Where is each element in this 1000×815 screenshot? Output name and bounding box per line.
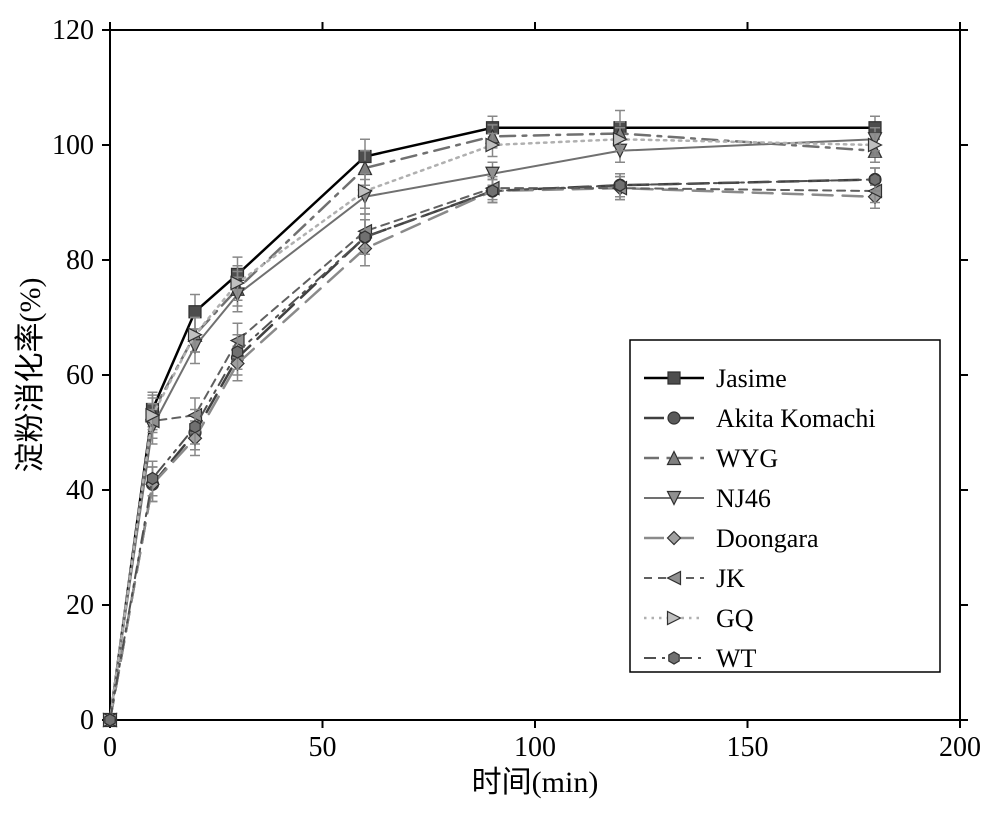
y-tick-label: 120	[52, 15, 94, 46]
x-tick-label: 100	[514, 732, 556, 763]
x-axis-label: 时间(min)	[472, 766, 599, 799]
y-axis-label: 淀粉消化率(%)	[14, 278, 47, 473]
y-tick-label: 100	[52, 130, 94, 161]
legend-label: NJ46	[716, 484, 771, 513]
legend: Jasime Akita Komachi WYG NJ46 Doongara JK GQ WT	[630, 340, 940, 673]
y-tick-label: 60	[66, 360, 94, 391]
legend-label: GQ	[716, 604, 754, 633]
x-tick-label: 200	[939, 732, 981, 763]
legend-label: Doongara	[716, 524, 819, 553]
chart-container: 0 50 100 150 200 时间(min) 0 20 40 60 80 100 120 淀粉消化率(…	[0, 0, 1000, 815]
y-tick-label: 0	[80, 705, 94, 736]
y-tick-label: 40	[66, 475, 94, 506]
legend-label: Akita Komachi	[716, 404, 876, 433]
chart-svg: 0 50 100 150 200 时间(min) 0 20 40 60 80 100 120 淀粉消化率(…	[0, 0, 1000, 815]
legend-label: JK	[716, 564, 745, 593]
legend-label: WT	[716, 644, 757, 673]
y-tick-label: 80	[66, 245, 94, 276]
x-tick-label: 150	[727, 732, 769, 763]
y-tick-label: 20	[66, 590, 94, 621]
legend-label: Jasime	[716, 364, 787, 393]
legend-label: WYG	[716, 444, 778, 473]
x-tick-label: 50	[309, 732, 337, 763]
x-tick-label: 0	[103, 732, 117, 763]
